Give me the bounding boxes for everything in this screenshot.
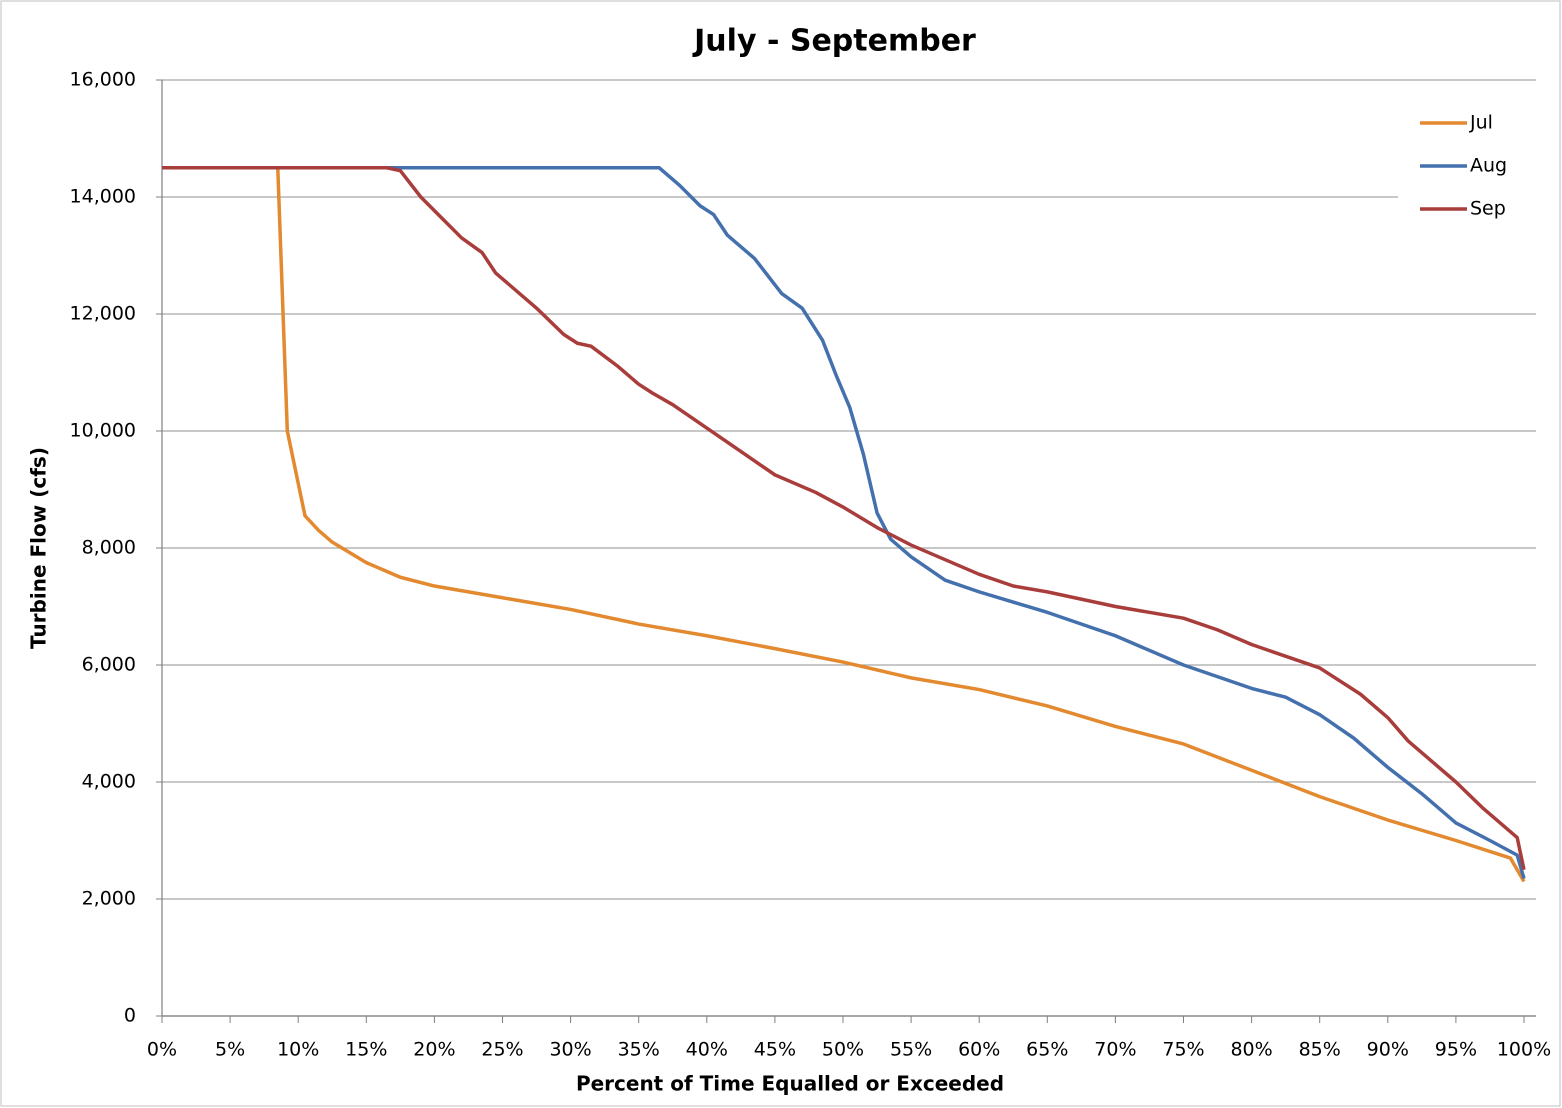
x-tick-label: 70% bbox=[1094, 1039, 1136, 1061]
x-tick-label: 65% bbox=[1026, 1039, 1068, 1061]
legend-label: Sep bbox=[1470, 198, 1506, 220]
y-tick-label: 8,000 bbox=[82, 537, 136, 559]
y-tick-label: 12,000 bbox=[70, 303, 136, 325]
x-tick-label: 60% bbox=[958, 1039, 1000, 1061]
x-tick-label: 50% bbox=[822, 1039, 864, 1061]
x-tick-label: 45% bbox=[754, 1039, 796, 1061]
x-tick-label: 75% bbox=[1162, 1039, 1204, 1061]
y-tick-label: 10,000 bbox=[70, 420, 136, 442]
x-tick-label: 20% bbox=[413, 1039, 455, 1061]
x-tick-label: 55% bbox=[890, 1039, 932, 1061]
chart-title: July - September bbox=[692, 24, 976, 59]
y-tick-label: 16,000 bbox=[70, 69, 136, 91]
x-tick-label: 5% bbox=[215, 1039, 245, 1061]
legend-label: Jul bbox=[1469, 112, 1493, 134]
y-tick-label: 6,000 bbox=[82, 654, 136, 676]
x-axis-title: Percent of Time Equalled or Exceeded bbox=[576, 1072, 1004, 1096]
y-tick-label: 2,000 bbox=[82, 888, 136, 910]
x-tick-label: 95% bbox=[1435, 1039, 1477, 1061]
x-tick-label: 0% bbox=[147, 1039, 177, 1061]
data-line bbox=[162, 166, 1526, 871]
y-tick-label: 14,000 bbox=[70, 186, 136, 208]
data-line bbox=[162, 166, 1526, 883]
y-tick-label: 4,000 bbox=[82, 771, 136, 793]
x-tick-label: 15% bbox=[345, 1039, 387, 1061]
x-tick-label: 35% bbox=[618, 1039, 660, 1061]
x-tick-label: 30% bbox=[549, 1039, 591, 1061]
x-tick-label: 10% bbox=[277, 1039, 319, 1061]
x-tick-label: 100% bbox=[1497, 1039, 1551, 1061]
data-line bbox=[162, 166, 1526, 880]
y-tick-label: 0 bbox=[124, 1005, 136, 1027]
y-axis-title: Turbine Flow (cfs) bbox=[27, 447, 51, 649]
legend-box bbox=[1398, 100, 1538, 230]
x-tick-label: 25% bbox=[481, 1039, 523, 1061]
x-tick-label: 80% bbox=[1230, 1039, 1272, 1061]
x-tick-label: 90% bbox=[1367, 1039, 1409, 1061]
x-tick-label: 85% bbox=[1299, 1039, 1341, 1061]
x-tick-label: 40% bbox=[686, 1039, 728, 1061]
legend-label: Aug bbox=[1470, 155, 1507, 177]
